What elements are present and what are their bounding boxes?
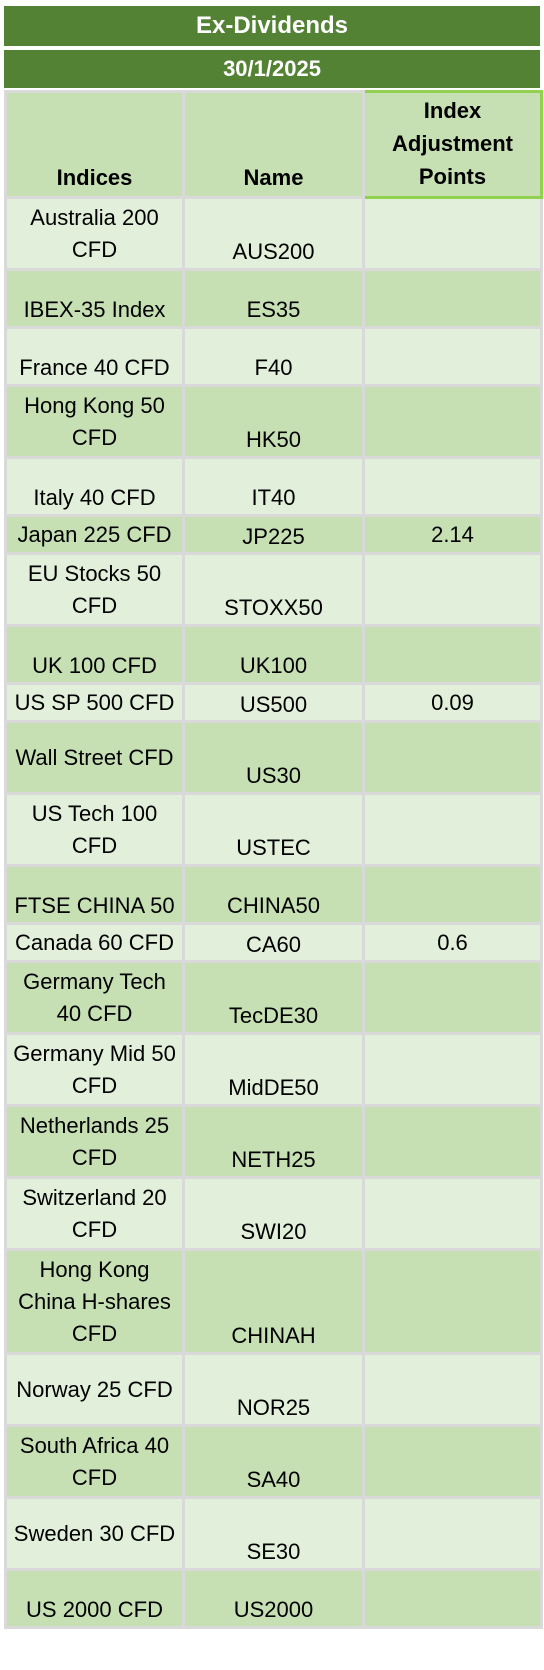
cell-name[interactable]: CA60	[182, 922, 365, 963]
cell-index[interactable]: South Africa 40 CFD	[4, 1424, 185, 1499]
cell-points[interactable]	[362, 1248, 543, 1355]
cell-index[interactable]: UK 100 CFD	[4, 624, 185, 685]
table-row: UK 100 CFD UK100	[4, 624, 543, 685]
header-name: Name	[182, 90, 365, 199]
table-row: Norway 25 CFD NOR25	[4, 1352, 543, 1427]
cell-name[interactable]: MidDE50	[182, 1032, 365, 1107]
cell-index[interactable]: Australia 200 CFD	[4, 196, 185, 271]
cell-name[interactable]: US30	[182, 720, 365, 795]
cell-index[interactable]: Hong Kong 50 CFD	[4, 384, 185, 459]
cell-index[interactable]: Norway 25 CFD	[4, 1352, 185, 1427]
cell-index[interactable]: Germany Tech 40 CFD	[4, 960, 185, 1035]
cell-points[interactable]	[362, 326, 543, 387]
table-row: Hong Kong China H-shares CFD CHINAH	[4, 1248, 543, 1355]
cell-name[interactable]: NETH25	[182, 1104, 365, 1179]
cell-name[interactable]: NOR25	[182, 1352, 365, 1427]
cell-name[interactable]: USTEC	[182, 792, 365, 867]
table-row: Germany Mid 50 CFD MidDE50	[4, 1032, 543, 1107]
table-row: Japan 225 CFD JP225 2.14	[4, 514, 543, 555]
cell-name[interactable]: STOXX50	[182, 552, 365, 627]
table-row: Netherlands 25 CFD NETH25	[4, 1104, 543, 1179]
cell-name[interactable]: AUS200	[182, 196, 365, 271]
cell-points[interactable]	[362, 384, 543, 459]
cell-index[interactable]: US 2000 CFD	[4, 1568, 185, 1629]
cell-points[interactable]	[362, 1176, 543, 1251]
cell-points[interactable]: 2.14	[362, 514, 543, 555]
cell-points[interactable]	[362, 1352, 543, 1427]
cell-points[interactable]	[362, 1104, 543, 1179]
cell-index[interactable]: Switzerland 20 CFD	[4, 1176, 185, 1251]
cell-index[interactable]: IBEX-35 Index	[4, 268, 185, 329]
table-row: Switzerland 20 CFD SWI20	[4, 1176, 543, 1251]
cell-index[interactable]: Wall Street CFD	[4, 720, 185, 795]
cell-points[interactable]	[362, 268, 543, 329]
ex-dividends-sheet: Ex-Dividends 30/1/2025 Indices Name Inde…	[4, 4, 543, 1629]
table-row: Wall Street CFD US30	[4, 720, 543, 795]
ex-dividends-table: Indices Name Index Adjustment Points Aus…	[4, 90, 543, 1629]
table-row: IBEX-35 Index ES35	[4, 268, 543, 329]
cell-points[interactable]	[362, 1496, 543, 1571]
table-row: FTSE CHINA 50 CHINA50	[4, 864, 543, 925]
table-row: EU Stocks 50 CFD STOXX50	[4, 552, 543, 627]
table-header-row: Indices Name Index Adjustment Points	[4, 90, 543, 199]
cell-index[interactable]: US SP 500 CFD	[4, 682, 185, 723]
cell-points[interactable]	[362, 456, 543, 517]
table-row: Hong Kong 50 CFD HK50	[4, 384, 543, 459]
cell-points[interactable]	[362, 196, 543, 271]
cell-name[interactable]: US500	[182, 682, 365, 723]
cell-points[interactable]	[362, 1424, 543, 1499]
cell-points[interactable]: 0.6	[362, 922, 543, 963]
sheet-title: Ex-Dividends	[4, 4, 540, 48]
cell-index[interactable]: Italy 40 CFD	[4, 456, 185, 517]
cell-points[interactable]	[362, 1032, 543, 1107]
cell-name[interactable]: UK100	[182, 624, 365, 685]
cell-index[interactable]: Sweden 30 CFD	[4, 1496, 185, 1571]
cell-name[interactable]: TecDE30	[182, 960, 365, 1035]
table-row: South Africa 40 CFD SA40	[4, 1424, 543, 1499]
cell-points[interactable]	[362, 624, 543, 685]
cell-points[interactable]	[362, 1568, 543, 1629]
table-row: US SP 500 CFD US500 0.09	[4, 682, 543, 723]
cell-name[interactable]: SA40	[182, 1424, 365, 1499]
cell-index[interactable]: Hong Kong China H-shares CFD	[4, 1248, 185, 1355]
cell-points[interactable]	[362, 960, 543, 1035]
cell-index[interactable]: EU Stocks 50 CFD	[4, 552, 185, 627]
sheet-date: 30/1/2025	[4, 48, 540, 90]
cell-points[interactable]	[362, 792, 543, 867]
cell-index[interactable]: FTSE CHINA 50	[4, 864, 185, 925]
cell-name[interactable]: HK50	[182, 384, 365, 459]
cell-name[interactable]: CHINA50	[182, 864, 365, 925]
cell-index[interactable]: Germany Mid 50 CFD	[4, 1032, 185, 1107]
cell-index[interactable]: France 40 CFD	[4, 326, 185, 387]
header-adjustment-points[interactable]: Index Adjustment Points	[362, 90, 543, 199]
cell-points[interactable]	[362, 552, 543, 627]
cell-name[interactable]: SWI20	[182, 1176, 365, 1251]
table-row: Australia 200 CFD AUS200	[4, 196, 543, 271]
table-row: Germany Tech 40 CFD TecDE30	[4, 960, 543, 1035]
cell-index[interactable]: Canada 60 CFD	[4, 922, 185, 963]
cell-name[interactable]: JP225	[182, 514, 365, 555]
table-row: Sweden 30 CFD SE30	[4, 1496, 543, 1571]
cell-name[interactable]: ES35	[182, 268, 365, 329]
header-indices: Indices	[4, 90, 185, 199]
table-row: Italy 40 CFD IT40	[4, 456, 543, 517]
cell-index[interactable]: Japan 225 CFD	[4, 514, 185, 555]
cell-points[interactable]	[362, 720, 543, 795]
table-row: France 40 CFD F40	[4, 326, 543, 387]
table-row: Canada 60 CFD CA60 0.6	[4, 922, 543, 963]
table-row: US Tech 100 CFD USTEC	[4, 792, 543, 867]
table-row: US 2000 CFD US2000	[4, 1568, 543, 1629]
cell-name[interactable]: US2000	[182, 1568, 365, 1629]
cell-name[interactable]: F40	[182, 326, 365, 387]
cell-points[interactable]	[362, 864, 543, 925]
cell-name[interactable]: IT40	[182, 456, 365, 517]
cell-points[interactable]: 0.09	[362, 682, 543, 723]
cell-name[interactable]: CHINAH	[182, 1248, 365, 1355]
cell-name[interactable]: SE30	[182, 1496, 365, 1571]
cell-index[interactable]: Netherlands 25 CFD	[4, 1104, 185, 1179]
cell-index[interactable]: US Tech 100 CFD	[4, 792, 185, 867]
